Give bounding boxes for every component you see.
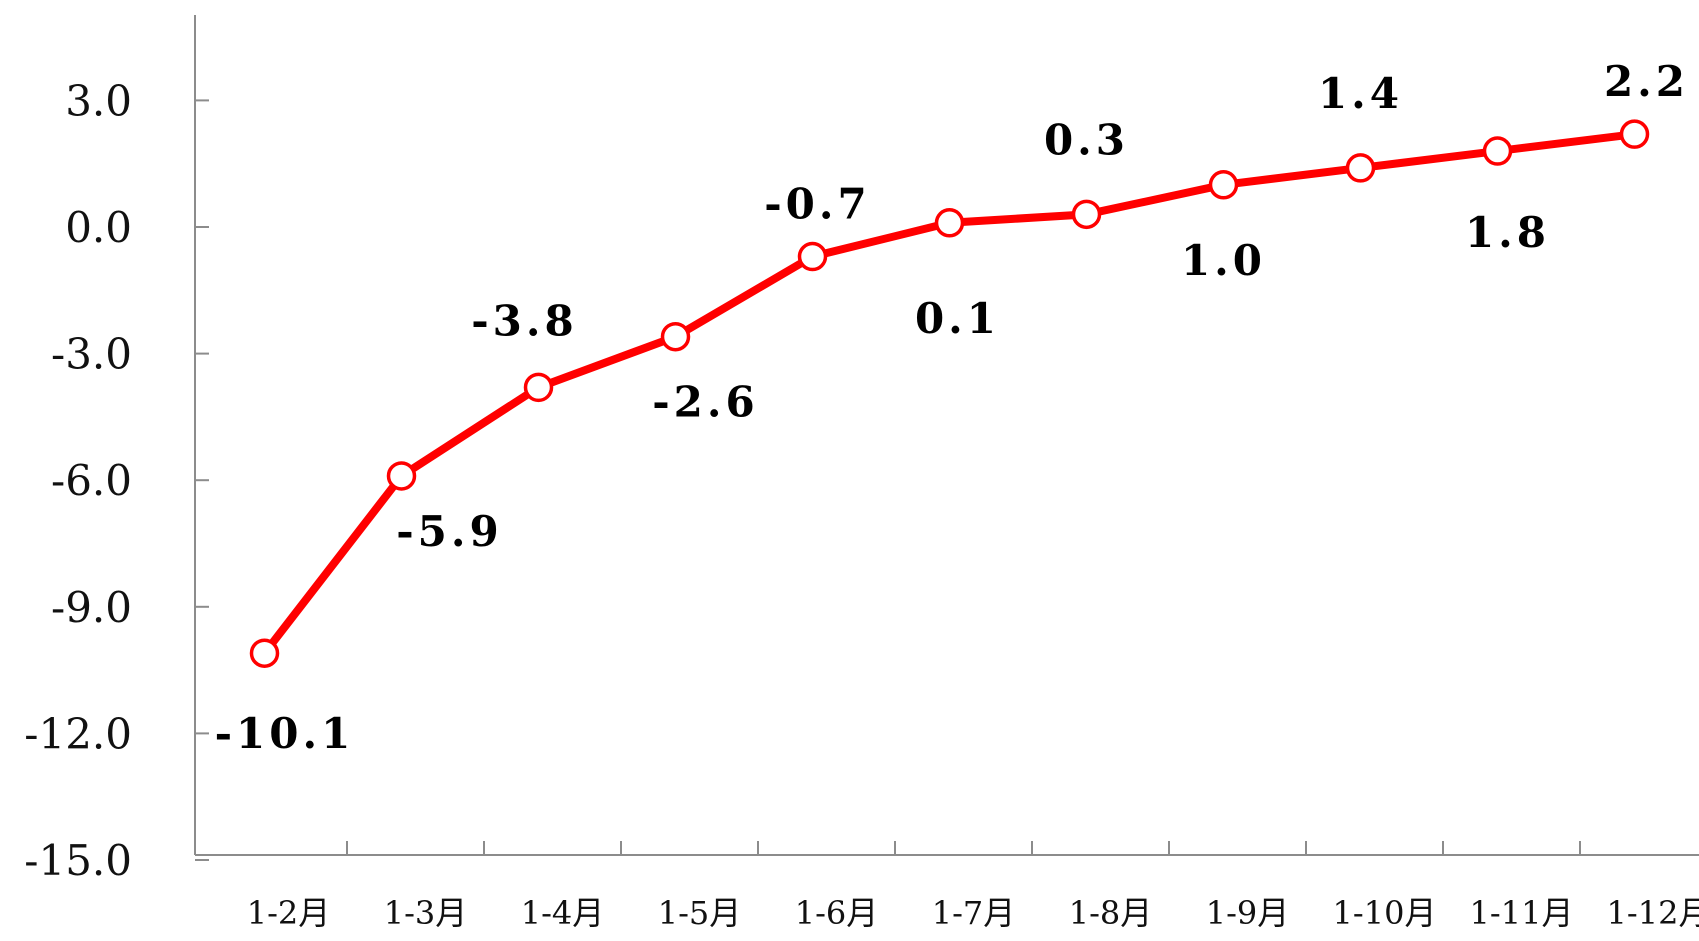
x-tick-label: 1-10月 — [1333, 894, 1437, 932]
data-points — [249, 119, 1650, 668]
data-point-marker — [386, 461, 417, 491]
x-tick-label: 1-9月 — [1206, 894, 1290, 932]
data-label: 1.4 — [1318, 69, 1403, 118]
x-tick-label: 1-8月 — [1069, 894, 1153, 932]
data-labels: -10.1 -5.9 -3.8 -2.6 -0.7 0.1 0.3 1.0 1.4 1.8 2.2 — [215, 57, 1689, 758]
data-label: -0.7 — [764, 180, 871, 229]
data-point-marker — [523, 372, 554, 403]
x-tick-label: 1-4月 — [521, 894, 605, 932]
data-label: 0.1 — [915, 294, 1000, 343]
data-point-marker — [249, 638, 280, 668]
data-point-marker — [660, 321, 691, 352]
data-label: -10.1 — [215, 709, 355, 758]
data-label: 1.8 — [1465, 208, 1550, 257]
x-tick-label: 1-6月 — [795, 894, 879, 932]
x-tick-label: 1-3月 — [384, 894, 468, 932]
y-axis: 3.0 0.0 -3.0 -6.0 -9.0 -12.0 -15.0 — [24, 15, 209, 885]
y-tick-label: 0.0 — [65, 203, 132, 252]
data-label: -2.6 — [652, 378, 759, 427]
data-label: 2.2 — [1604, 57, 1689, 106]
x-tick-label: 1-5月 — [658, 894, 742, 932]
data-label: 0.3 — [1044, 115, 1129, 164]
y-tick-label: -9.0 — [51, 583, 132, 632]
x-tick-label: 1-11月 — [1470, 894, 1574, 932]
data-label: -3.8 — [471, 296, 578, 345]
data-point-marker — [934, 208, 965, 238]
x-axis: 1-2月 1-3月 1-4月 1-5月 1-6月 1-7月 1-8月 1-9月 1-10月 1-1… — [195, 841, 1699, 932]
y-tick-label: -6.0 — [51, 456, 132, 505]
y-tick-label: -12.0 — [24, 709, 132, 758]
data-point-marker — [1345, 153, 1376, 183]
data-point-marker — [1619, 119, 1650, 149]
data-label: -5.9 — [396, 507, 503, 556]
x-tick-label: 1-7月 — [932, 894, 1016, 932]
data-point-marker — [797, 241, 828, 272]
data-point-marker — [1071, 199, 1102, 230]
data-point-marker — [1482, 136, 1513, 166]
y-tick-label: -15.0 — [24, 836, 132, 885]
y-tick-label: -3.0 — [51, 330, 132, 379]
data-point-marker — [1208, 170, 1239, 200]
x-tick-label: 1-2月 — [247, 894, 331, 932]
y-tick-label: 3.0 — [65, 76, 132, 125]
x-tick-label: 1-12月 — [1607, 894, 1699, 932]
data-label: 1.0 — [1181, 236, 1266, 285]
